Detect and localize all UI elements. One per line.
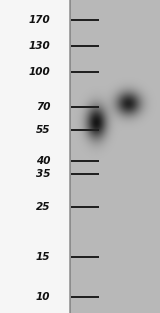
Text: 70: 70 bbox=[36, 102, 50, 112]
Text: 130: 130 bbox=[29, 41, 50, 51]
Text: 35: 35 bbox=[36, 169, 50, 179]
Text: 10: 10 bbox=[36, 292, 50, 302]
Text: 100: 100 bbox=[29, 67, 50, 77]
Text: 40: 40 bbox=[36, 156, 50, 166]
Text: 25: 25 bbox=[36, 202, 50, 212]
Text: 55: 55 bbox=[36, 125, 50, 135]
Text: 170: 170 bbox=[29, 15, 50, 25]
Text: 15: 15 bbox=[36, 252, 50, 262]
